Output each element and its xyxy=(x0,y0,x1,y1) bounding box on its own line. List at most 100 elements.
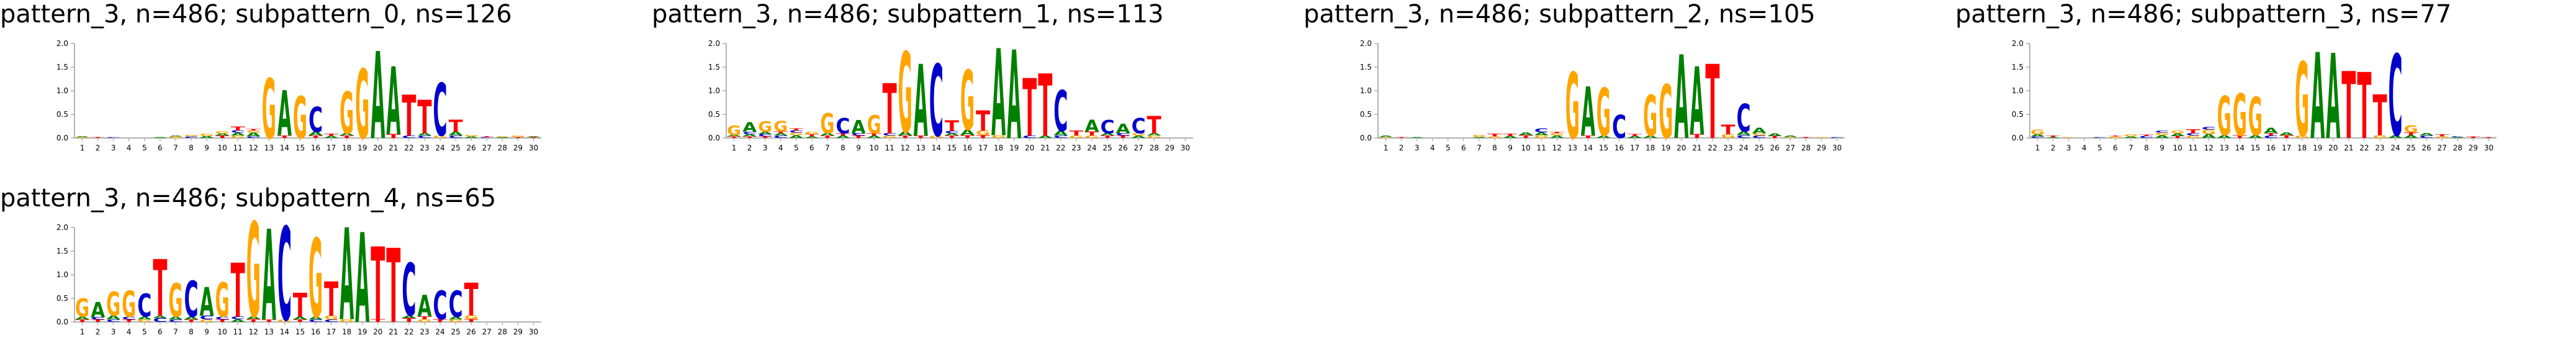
svg-text:A: A xyxy=(449,316,463,320)
logo-letter-a: A xyxy=(2389,134,2403,139)
logo-letter-t: T xyxy=(976,105,990,137)
logo-letter-c: C xyxy=(480,137,494,138)
x-tick-label: 4 xyxy=(2082,144,2087,152)
logo-letter-t: T xyxy=(1038,57,1052,156)
svg-text:T: T xyxy=(231,126,246,132)
svg-text:T: T xyxy=(1069,130,1084,137)
logo-letter-c: C xyxy=(308,319,323,323)
logo-letter-t: T xyxy=(1394,137,1408,138)
logo-letter-c: C xyxy=(1737,97,1751,140)
logo-letter-a: A xyxy=(2279,132,2294,136)
svg-text:C: C xyxy=(945,131,959,134)
svg-text:A: A xyxy=(355,208,369,351)
svg-text:T: T xyxy=(1487,133,1502,137)
x-tick-label: 17 xyxy=(978,144,988,152)
logo-letter-c: C xyxy=(2389,32,2403,162)
x-tick-label: 12 xyxy=(249,144,258,152)
svg-text:G: G xyxy=(1659,70,1673,155)
x-tick-label: 30 xyxy=(1832,144,1842,152)
svg-text:A: A xyxy=(1643,135,1657,139)
svg-text:C: C xyxy=(215,316,230,320)
logo-letter-g: G xyxy=(1069,135,1083,139)
logo-letter-a: A xyxy=(355,208,369,351)
svg-text:A: A xyxy=(449,131,463,137)
logo-letter-c: C xyxy=(2155,131,2169,134)
x-tick-label: 27 xyxy=(482,144,492,152)
svg-text:G: G xyxy=(511,135,525,138)
svg-text:A: A xyxy=(168,316,182,320)
svg-text:T: T xyxy=(1503,133,1518,137)
svg-text:T: T xyxy=(2108,135,2122,137)
svg-text:A: A xyxy=(1519,132,1533,136)
logo-letter-a: A xyxy=(308,316,323,320)
svg-text:T: T xyxy=(1394,137,1408,138)
logo-letter-a: A xyxy=(835,135,850,139)
x-tick-label: 8 xyxy=(2144,144,2149,152)
logo-letter-g: G xyxy=(2435,136,2449,139)
x-tick-label: 3 xyxy=(763,144,768,152)
y-tick-label: 0.5 xyxy=(56,110,68,119)
logo-letter-g: G xyxy=(1534,134,1549,139)
svg-text:A: A xyxy=(1472,137,1486,138)
x-tick-label: 6 xyxy=(1461,144,1466,152)
svg-text:T: T xyxy=(215,319,230,323)
svg-text:T: T xyxy=(2482,137,2496,138)
logo-letter-a: A xyxy=(340,132,354,136)
svg-text:T: T xyxy=(91,137,105,138)
svg-text:A: A xyxy=(106,315,120,321)
svg-text:T: T xyxy=(2357,55,2371,160)
svg-text:A: A xyxy=(75,316,89,320)
logo-letter-g: G xyxy=(2295,135,2309,139)
logo-letter-c: C xyxy=(742,131,757,135)
logo-letter-g: G xyxy=(168,136,182,139)
svg-text:A: A xyxy=(2217,134,2231,139)
svg-text:G: G xyxy=(340,318,354,323)
logo-letter-c: C xyxy=(773,135,788,139)
svg-text:T: T xyxy=(402,317,417,323)
svg-text:C: C xyxy=(449,283,463,325)
logo-letter-t: T xyxy=(371,226,385,343)
logo-letter-a: A xyxy=(991,24,1006,163)
logo-letter-t: T xyxy=(1503,133,1518,137)
logo-letter-g: G xyxy=(1814,137,1829,138)
logo-letter-a: A xyxy=(1410,137,1424,138)
svg-text:T: T xyxy=(1101,135,1115,139)
x-tick-label: 16 xyxy=(963,144,972,152)
svg-text:A: A xyxy=(526,136,541,137)
logo-letter-a: A xyxy=(960,128,975,137)
x-tick-label: 1 xyxy=(1384,144,1389,152)
svg-text:G: G xyxy=(1643,85,1657,149)
logo-letter-t: T xyxy=(464,318,479,323)
logo-letter-a: A xyxy=(277,79,292,151)
svg-text:A: A xyxy=(820,132,834,136)
logo-letter-a: A xyxy=(526,136,541,137)
logo-letter-t: T xyxy=(371,318,385,323)
svg-text:T: T xyxy=(727,136,741,139)
x-tick-label: 11 xyxy=(233,328,243,336)
svg-text:C: C xyxy=(1022,135,1037,139)
x-tick-label: 23 xyxy=(420,144,429,152)
logo-letter-a: A xyxy=(1132,135,1146,139)
logo-letter-g: G xyxy=(2295,42,2309,160)
logo-letter-a: A xyxy=(1674,32,1688,165)
svg-text:C: C xyxy=(2186,132,2200,136)
logo-letter-t: T xyxy=(1022,64,1037,155)
x-tick-label: 6 xyxy=(158,328,163,336)
x-tick-label: 4 xyxy=(1430,144,1435,152)
svg-text:A: A xyxy=(758,131,772,135)
logo-letter-g: G xyxy=(2404,124,2418,135)
x-tick-label: 28 xyxy=(498,144,507,152)
svg-text:C: C xyxy=(1752,135,1767,139)
svg-text:A: A xyxy=(417,132,431,136)
logo-letter-t: T xyxy=(2264,132,2278,136)
svg-text:G: G xyxy=(168,275,182,328)
logo-letter-g: G xyxy=(75,293,89,323)
svg-text:C: C xyxy=(480,137,494,138)
logo-letter-t: T xyxy=(402,85,416,149)
svg-text:C: C xyxy=(231,130,245,134)
logo-letter-t: T xyxy=(1721,122,1736,138)
logo-letter-t: T xyxy=(2435,134,2449,137)
logo-panel-subpattern-0: pattern_3, n=486; subpattern_0, ns=126 0… xyxy=(0,0,621,174)
logo-letter-c: C xyxy=(246,136,261,139)
logo-letter-a: A xyxy=(2326,30,2340,166)
